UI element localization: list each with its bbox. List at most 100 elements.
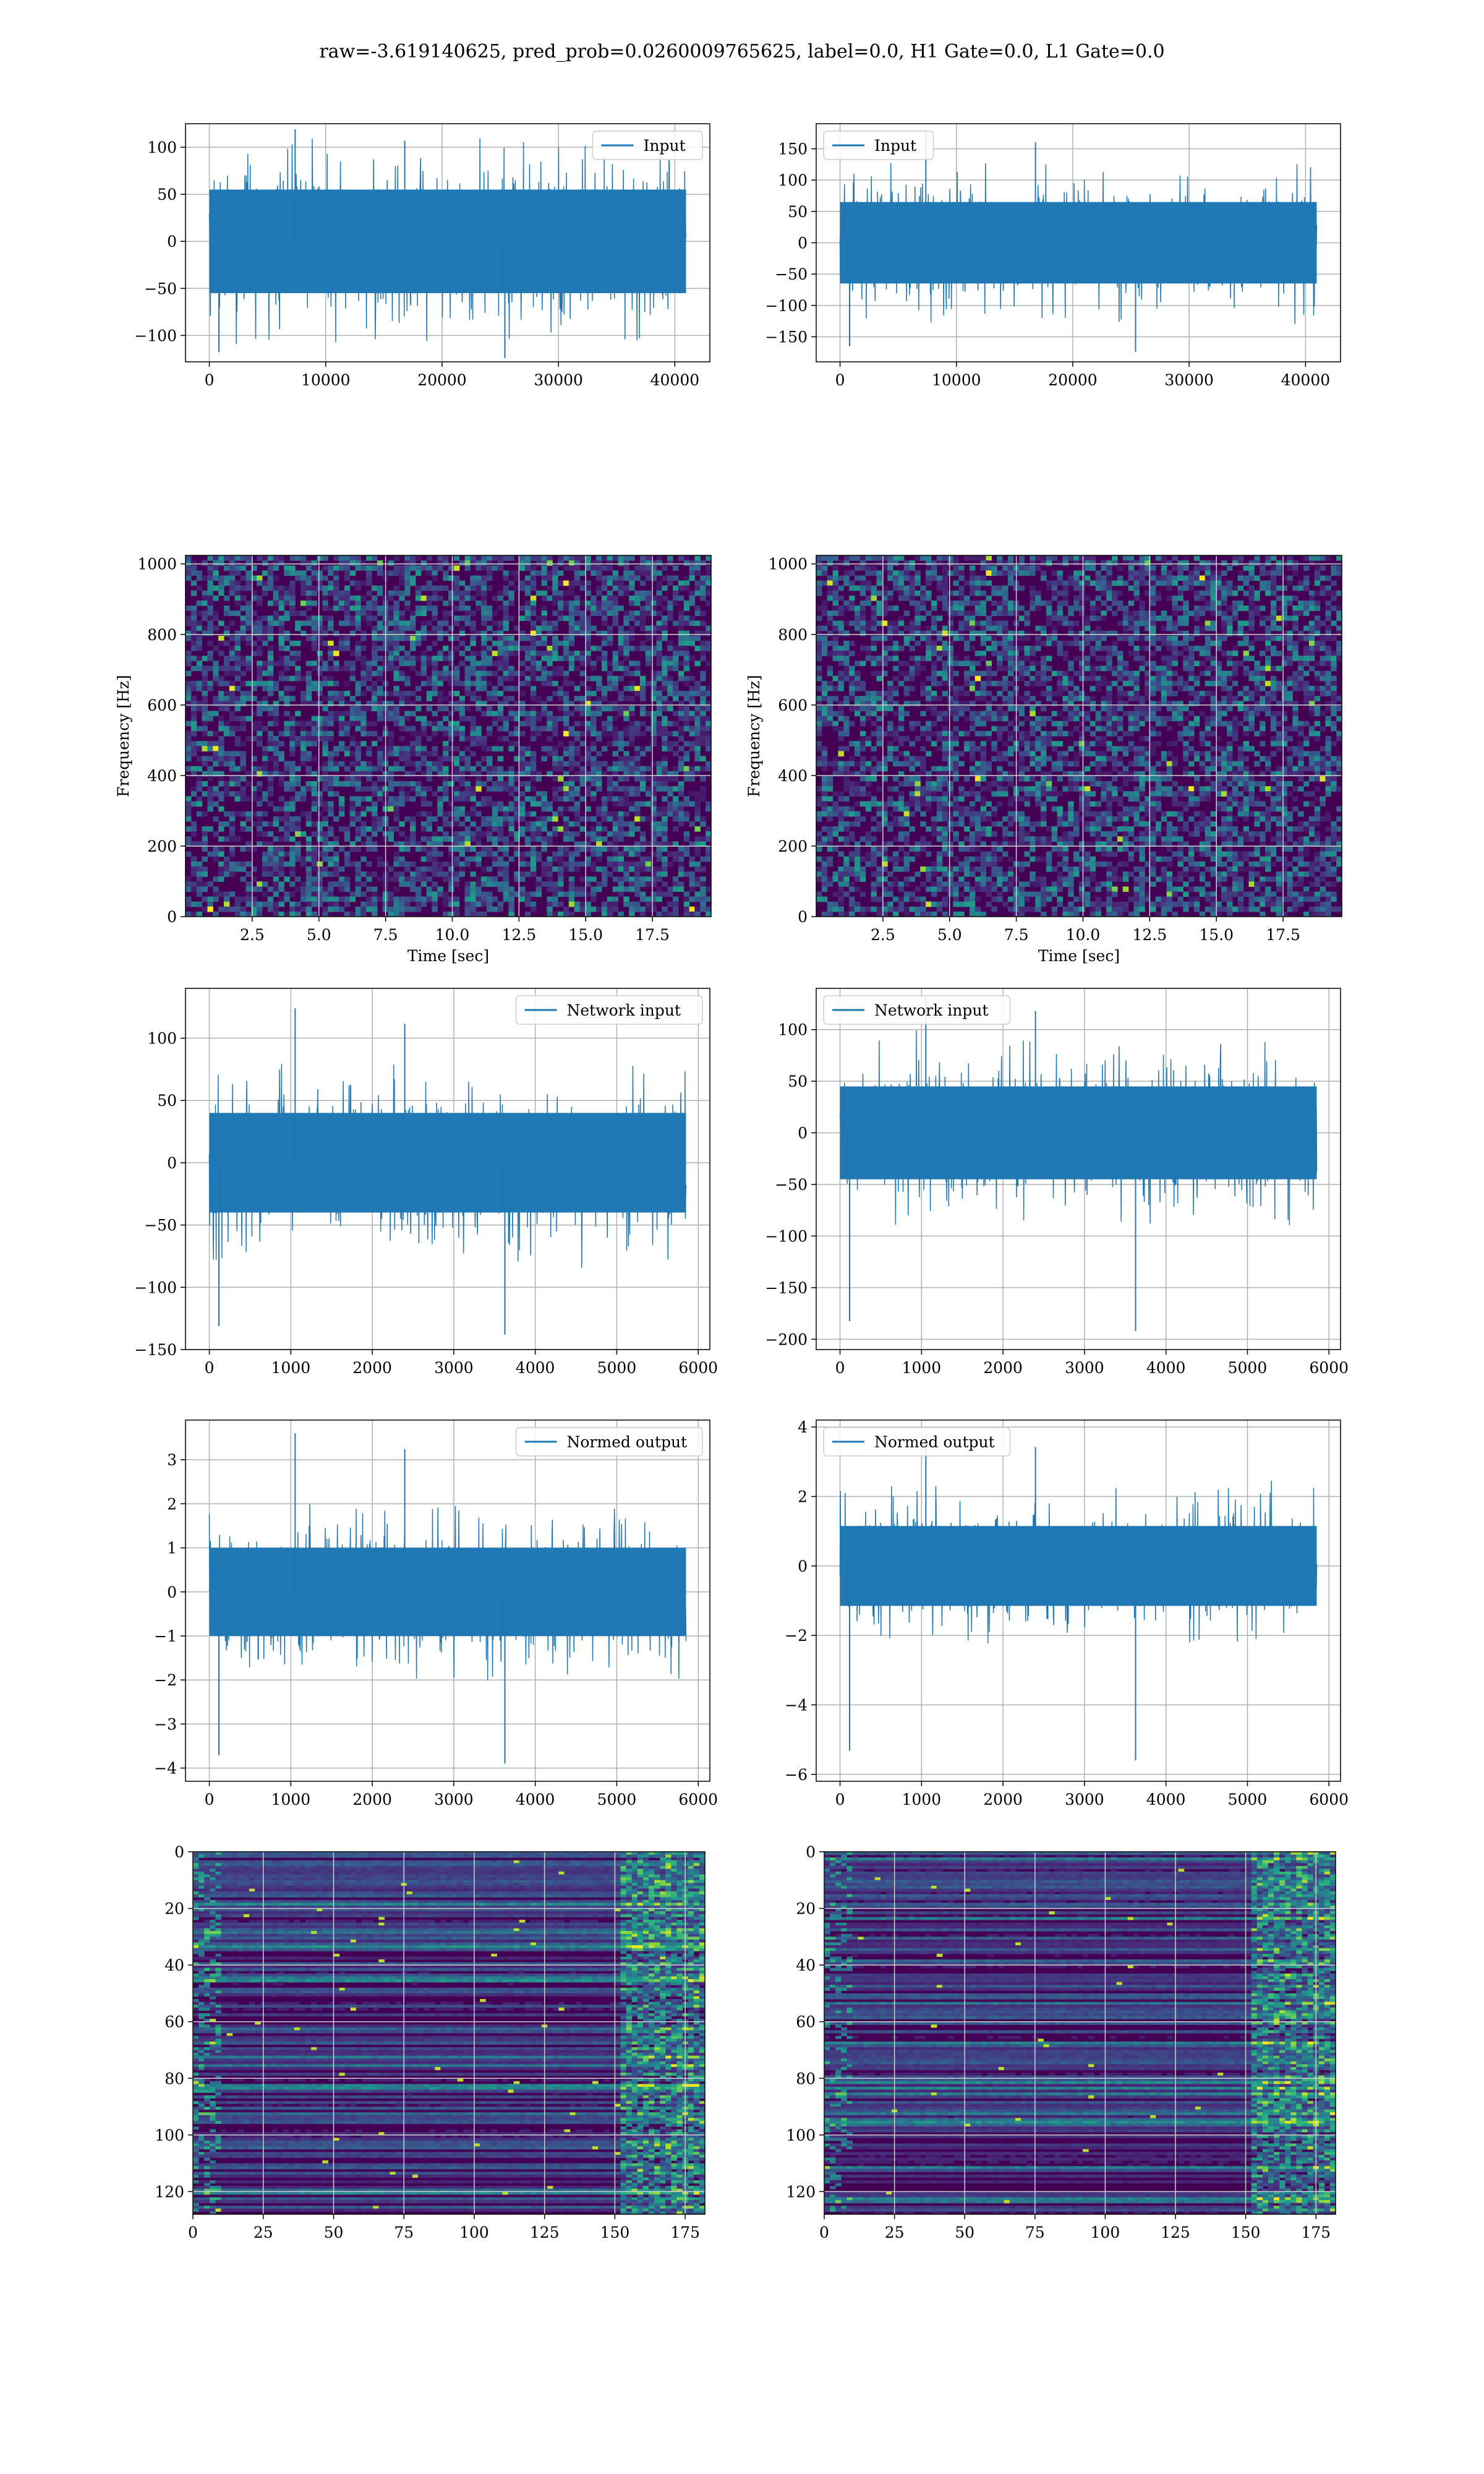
heatmap-cell	[1336, 610, 1342, 616]
heatmap-cell	[492, 555, 498, 561]
heatmap-cell	[267, 736, 274, 742]
heatmap-cell	[623, 786, 629, 792]
heatmap-cell	[706, 701, 711, 706]
heatmap-cell	[202, 590, 208, 596]
heatmap-cell	[591, 891, 597, 897]
heatmap-cell	[843, 560, 850, 566]
heatmap-cell	[448, 871, 454, 877]
heatmap-cell	[284, 615, 290, 622]
heatmap-cell	[240, 555, 246, 561]
heatmap-cell	[1007, 565, 1014, 571]
heatmap-cell	[475, 601, 482, 606]
heatmap-cell	[629, 786, 635, 792]
heatmap-cell	[683, 901, 690, 907]
heatmap-cell	[388, 746, 394, 751]
heatmap-cell	[410, 726, 416, 732]
heatmap-cell	[388, 656, 394, 661]
heatmap-cell	[585, 751, 591, 757]
heatmap-cell	[481, 646, 487, 651]
heatmap-cell	[639, 881, 646, 887]
heatmap-cell	[678, 706, 684, 712]
heatmap-cell	[541, 801, 547, 807]
heatmap-cell	[568, 741, 575, 747]
heatmap-cell	[262, 766, 268, 772]
heatmap-cell	[667, 646, 673, 651]
heatmap-cell	[415, 595, 422, 601]
heatmap-cell	[832, 590, 839, 596]
heatmap-cell	[650, 836, 657, 842]
heatmap-cell	[530, 796, 537, 802]
heatmap-cell	[437, 891, 443, 897]
heatmap-cell	[295, 796, 301, 802]
heatmap-cell	[410, 620, 416, 627]
legend: Input	[592, 131, 703, 160]
heatmap-cell	[508, 670, 514, 677]
heatmap-cell	[278, 741, 284, 747]
heatmap-cell	[372, 826, 378, 832]
heatmap-cell	[859, 585, 866, 591]
heatmap-cell	[579, 861, 586, 867]
heatmap-cell	[267, 651, 274, 656]
heatmap-cell	[377, 711, 383, 717]
heatmap-cell	[694, 876, 701, 882]
heatmap-cell	[305, 911, 312, 917]
heatmap-cell	[305, 901, 312, 907]
heatmap-cell	[1237, 555, 1244, 561]
heatmap-cell	[1046, 580, 1052, 586]
heatmap-cell	[1188, 575, 1195, 581]
heatmap-cell	[289, 736, 296, 742]
heatmap-cell	[535, 651, 542, 656]
heatmap-cell	[333, 580, 339, 586]
heatmap-cell	[190, 826, 197, 832]
heatmap-cell	[508, 640, 514, 646]
heatmap-cell	[229, 906, 236, 912]
heatmap-cell	[251, 696, 257, 701]
heatmap-cell	[706, 721, 711, 727]
heatmap-cell	[202, 730, 208, 737]
heatmap-cell	[492, 861, 498, 867]
heatmap-cell	[1172, 606, 1178, 611]
heatmap-cell	[234, 685, 241, 691]
heatmap-cell	[514, 831, 520, 837]
heatmap-cell	[448, 876, 454, 882]
x-tick-label: 10000	[301, 371, 351, 389]
heatmap-cell	[650, 630, 657, 636]
heatmap-cell	[218, 796, 224, 802]
heatmap-cell	[568, 606, 575, 611]
heatmap-cell	[448, 691, 454, 696]
heatmap-cell	[683, 846, 690, 852]
heatmap-cell	[1210, 610, 1216, 616]
heatmap-cell	[459, 711, 466, 717]
heatmap-cell	[492, 711, 498, 717]
heatmap-cell	[936, 575, 943, 581]
heatmap-cell	[1106, 580, 1112, 586]
heatmap-cell	[524, 565, 531, 571]
heatmap-cell	[530, 711, 537, 717]
heatmap-cell	[568, 806, 575, 812]
heatmap-cell	[333, 666, 339, 672]
heatmap-cell	[1281, 606, 1288, 611]
heatmap-cell	[420, 896, 427, 902]
heatmap-cell	[355, 595, 361, 601]
heatmap-cell	[1084, 560, 1091, 566]
heatmap-cell	[311, 560, 318, 566]
heatmap-cell	[503, 651, 509, 656]
heatmap-cell	[218, 716, 224, 722]
heatmap-cell	[535, 891, 542, 897]
heatmap-cell	[459, 836, 466, 842]
heatmap-cell	[497, 606, 504, 611]
heatmap-cell	[317, 685, 323, 691]
heatmap-cell	[251, 620, 257, 627]
heatmap-cell	[464, 901, 471, 907]
heatmap-cell	[262, 881, 268, 887]
heatmap-cell	[355, 656, 361, 661]
heatmap-cell	[284, 635, 290, 641]
heatmap-cell	[936, 580, 943, 586]
heatmap-cell	[1002, 590, 1009, 596]
heatmap-cell	[311, 886, 318, 892]
heatmap-cell	[437, 701, 443, 706]
heatmap-cell	[519, 891, 526, 897]
heatmap-cell	[524, 761, 531, 767]
heatmap-cell	[530, 821, 537, 827]
heatmap-cell	[305, 721, 312, 727]
